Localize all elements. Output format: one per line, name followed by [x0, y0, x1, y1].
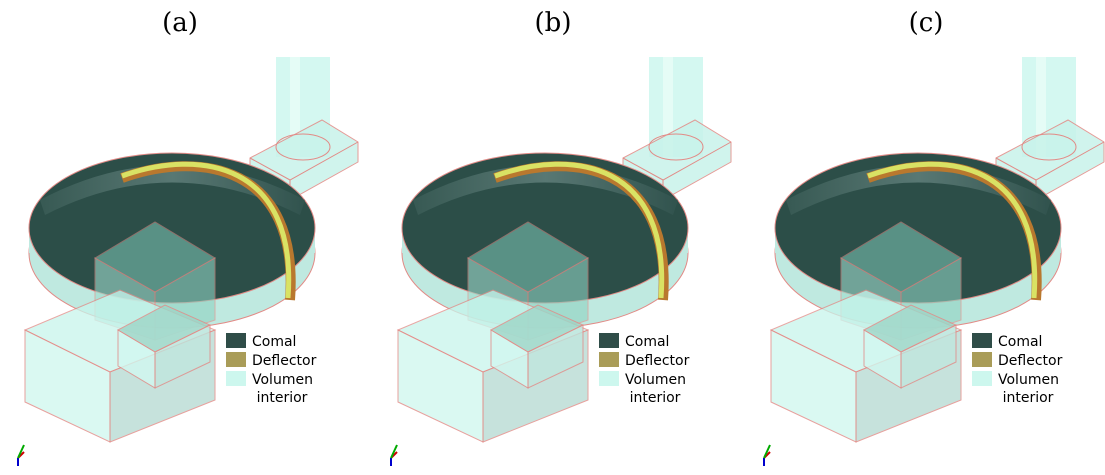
legend-label: Volumen [998, 372, 1059, 388]
legend-label: Deflector [625, 353, 690, 369]
legend-label: interior [630, 390, 681, 406]
legend-label: interior [1003, 390, 1054, 406]
legend-label: Deflector [252, 353, 317, 369]
legend-label: Comal [252, 334, 296, 350]
legend-label: Volumen [625, 372, 686, 388]
legend-swatch [972, 333, 992, 348]
legend-label: Comal [625, 334, 669, 350]
legend-label: interior [257, 390, 308, 406]
panel-label: (b) [535, 8, 572, 38]
legend-label: Deflector [998, 353, 1063, 369]
legend-swatch [599, 333, 619, 348]
legend-swatch [972, 352, 992, 367]
legend-swatch [972, 371, 992, 386]
legend-swatch [226, 352, 246, 367]
legend-swatch [599, 371, 619, 386]
legend-swatch [226, 333, 246, 348]
panel-label: (a) [162, 8, 198, 38]
panel-label: (c) [909, 8, 944, 38]
legend-swatch [599, 352, 619, 367]
legend-swatch [226, 371, 246, 386]
legend-label: Comal [998, 334, 1042, 350]
legend-label: Volumen [252, 372, 313, 388]
